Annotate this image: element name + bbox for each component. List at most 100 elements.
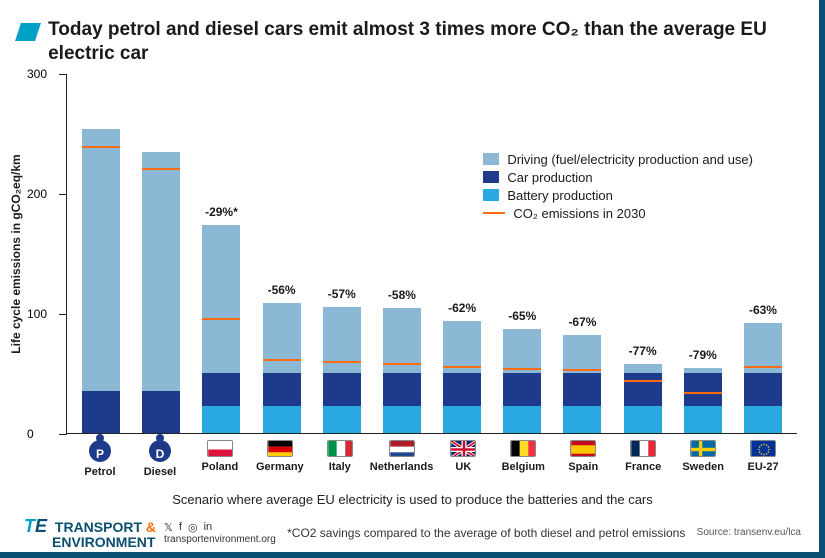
ytick (59, 194, 67, 195)
bar-sweden: -79% (673, 368, 733, 433)
bar-eu27: -63% (733, 323, 793, 432)
brand-amp: & (146, 519, 156, 535)
flag-icon-es (570, 440, 596, 457)
bar-germany: -56% (252, 303, 312, 433)
segment-driving (563, 335, 601, 372)
x-label: EU-27 (747, 461, 778, 473)
bar-annotation: -63% (749, 303, 777, 317)
bar-annotation: -67% (568, 315, 596, 329)
co2-2030-marker (82, 146, 120, 148)
legend-swatch (483, 153, 499, 165)
flag-icon-se (690, 440, 716, 457)
co2-2030-marker (142, 168, 180, 170)
bar-annotation: -56% (268, 283, 296, 297)
x-label: Germany (256, 461, 304, 473)
flag-icon-de (267, 440, 293, 457)
bar-poland: -29%* (191, 225, 251, 433)
x-axis: PPetrolDDieselPolandGermanyItalyNetherla… (66, 440, 797, 478)
bar-annotation: -58% (388, 288, 416, 302)
co2-2030-marker (202, 318, 240, 320)
xaxis-item-netherlands: Netherlands (370, 440, 434, 478)
legend-item-driving: Driving (fuel/electricity production and… (483, 152, 753, 167)
xaxis-item-petrol: PPetrol (70, 440, 130, 478)
segment-car (503, 373, 541, 407)
co2-2030-marker (383, 363, 421, 365)
ytick (59, 434, 67, 435)
bar-annotation: -77% (629, 344, 657, 358)
xaxis-item-uk: UK (433, 440, 493, 478)
legend: Driving (fuel/electricity production and… (483, 152, 753, 224)
segment-driving (82, 129, 120, 391)
segment-car (323, 373, 361, 407)
co2-2030-marker (563, 369, 601, 371)
segment-driving (202, 225, 240, 373)
legend-label: CO₂ emissions in 2030 (513, 206, 645, 221)
legend-item-car_production: Car production (483, 170, 753, 185)
scenario-subtitle: Scenario where average EU electricity is… (0, 492, 825, 507)
bar-france: -77% (613, 364, 673, 432)
chart-area: Life cycle emissions in gCO₂eq/km -29%*-… (66, 74, 797, 434)
xaxis-item-italy: Italy (310, 440, 370, 478)
segment-car (684, 373, 722, 407)
bars-container: -29%*-56%-57%-58%-62%-65%-67%-77%-79%-63… (67, 74, 797, 433)
segment-car (563, 373, 601, 407)
footnote: *CO2 savings compared to the average of … (287, 526, 685, 540)
segment-battery (263, 406, 301, 432)
xaxis-item-germany: Germany (250, 440, 310, 478)
segment-car (263, 373, 301, 407)
xaxis-item-france: France (613, 440, 673, 478)
segment-driving (503, 329, 541, 372)
xaxis-item-spain: Spain (553, 440, 613, 478)
legend-label: Battery production (507, 188, 613, 203)
bar-stack (323, 307, 361, 433)
segment-car (383, 373, 421, 407)
source-label: Source: transenv.eu/lca (697, 527, 801, 538)
segment-battery (202, 406, 240, 432)
x-label: Petrol (84, 466, 115, 478)
co2-2030-marker (503, 368, 541, 370)
ytick-label: 300 (27, 67, 47, 81)
bar-stack (263, 303, 301, 433)
flag-icon-be (510, 440, 536, 457)
segment-driving (263, 303, 301, 373)
ytick-label: 100 (27, 307, 47, 321)
bar-stack (624, 364, 662, 432)
x-label: Spain (568, 461, 598, 473)
brand-block: TE TRANSPORT & ENVIRONMENT 𝕏 f ◎ in tran… (24, 517, 276, 549)
frame-right (819, 0, 825, 558)
footer: TE TRANSPORT & ENVIRONMENT 𝕏 f ◎ in tran… (0, 507, 825, 549)
legend-swatch (483, 212, 505, 214)
bar-stack (82, 129, 120, 433)
instagram-icon: ◎ (188, 521, 198, 534)
fuel-icon: D (149, 440, 171, 462)
segment-car (624, 373, 662, 407)
bar-stack (744, 323, 782, 432)
segment-battery (503, 406, 541, 432)
x-label: Belgium (502, 461, 545, 473)
legend-label: Car production (507, 170, 592, 185)
bar-petrol (71, 129, 131, 433)
frame-bottom (0, 552, 825, 558)
segment-battery (744, 406, 782, 432)
bar-annotation: -29%* (205, 205, 238, 219)
ytick (59, 314, 67, 315)
x-label: Poland (202, 461, 239, 473)
bar-uk: -62% (432, 321, 492, 433)
xaxis-item-eu27: EU-27 (733, 440, 793, 478)
bar-annotation: -65% (508, 309, 536, 323)
twitter-icon: 𝕏 (164, 521, 173, 534)
flag-icon-nl (389, 440, 415, 457)
ytick-label: 200 (27, 187, 47, 201)
brand-logo: TE TRANSPORT & ENVIRONMENT (24, 517, 156, 549)
xaxis-item-belgium: Belgium (493, 440, 553, 478)
co2-2030-marker (624, 380, 662, 382)
flag-icon-fr (630, 440, 656, 457)
x-label: Sweden (682, 461, 724, 473)
bar-stack (443, 321, 481, 433)
chart-title: Today petrol and diesel cars emit almost… (48, 18, 801, 66)
co2-2030-marker (443, 366, 481, 368)
facebook-icon: f (179, 521, 182, 534)
xaxis-item-sweden: Sweden (673, 440, 733, 478)
segment-battery (323, 406, 361, 432)
co2-2030-marker (263, 359, 301, 361)
